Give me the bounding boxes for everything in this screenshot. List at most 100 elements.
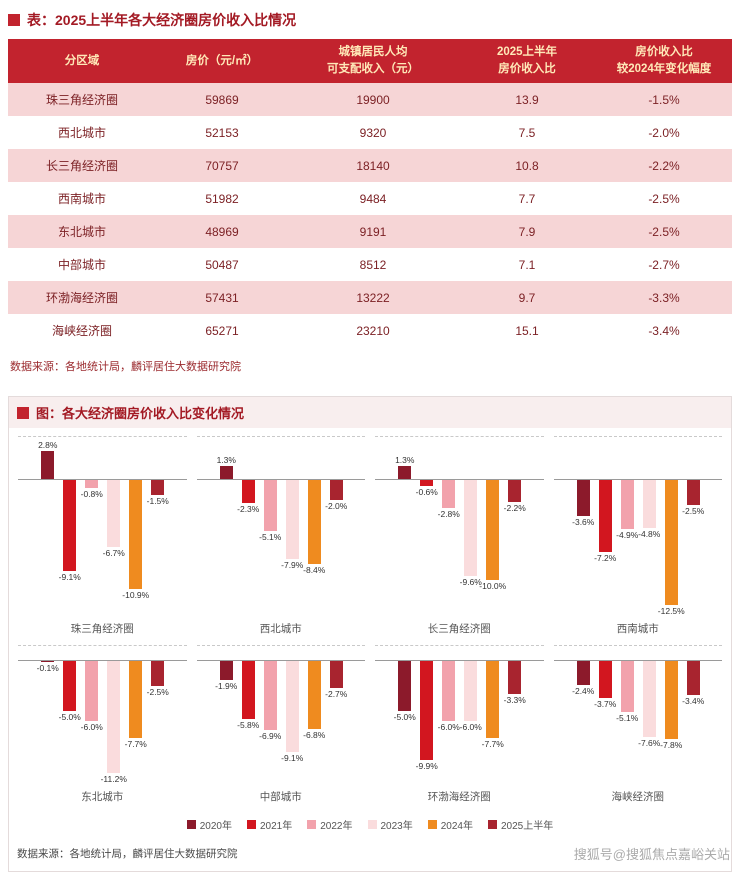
zero-axis-line xyxy=(553,479,722,480)
bar-value-label: -5.1% xyxy=(616,713,639,723)
bar-2020年 xyxy=(41,451,55,479)
bar-2022年 xyxy=(85,661,99,721)
table-cell: 50487 xyxy=(205,257,239,272)
bar-2020年 xyxy=(576,480,590,516)
watermark: 搜狐号@搜狐焦点嘉峪关站 xyxy=(573,847,730,862)
chart-section: 图：各大经济圈房价收入比变化情况 2.8% -9.1% -0.8% -6.7% -10.… xyxy=(8,396,732,872)
table-cell: 52153 xyxy=(205,125,239,140)
table-cell: 19900 xyxy=(356,92,390,107)
bar-value-label: -6.7% xyxy=(102,548,125,558)
bar-2021年 xyxy=(241,480,255,503)
legend-label: 2025上半年 xyxy=(501,821,554,832)
bar-value-label: -1.5% xyxy=(146,496,169,506)
bar-value-label: -9.9% xyxy=(415,761,438,771)
bar-cluster: -2.4% -3.7% -5.1% -7.6% -7.8% -3.4% xyxy=(572,646,704,784)
mini-chart: 2.8% -9.1% -0.8% -6.7% -10.9% -1.5% 珠三角经济圈 xyxy=(13,436,192,645)
bar-2022年 xyxy=(263,661,277,730)
red-square-bullet xyxy=(17,406,29,419)
chart-plot-area: -1.9% -5.8% -6.9% -9.1% -6.8% -2.7% xyxy=(196,645,365,784)
legend-item: 2021年 xyxy=(247,817,292,832)
legend-swatch xyxy=(247,820,256,829)
table-row: 海峡经济圈 65271 23210 15.1 -3.4% xyxy=(8,314,732,347)
table-cell: 东北城市 xyxy=(57,225,106,239)
chart-section-title: 图：各大经济圈房价收入比变化情况 xyxy=(9,397,731,428)
chart-source: 数据来源：各地统计局，麟评居住大数据研究院 xyxy=(17,848,238,860)
zero-axis-line xyxy=(196,479,365,480)
bar-value-label: -4.8% xyxy=(638,529,661,539)
bar-value-label: -8.4% xyxy=(303,565,326,575)
price-income-table: 分区域 房价（元/㎡） 城镇居民人均 可支配收入（元） 2025上半年 房价收入比 房价… xyxy=(8,39,732,347)
table-header: 分区域 房价（元/㎡） 城镇居民人均 可支配收入（元） 2025上半年 房价收入比 房价… xyxy=(8,39,732,83)
legend-swatch xyxy=(186,820,196,829)
bar-2021年 xyxy=(63,661,77,711)
bar-value-label: -0.1% xyxy=(36,663,59,673)
chart-category-label: 珠三角经济圈 xyxy=(70,623,134,635)
table-cell: -2.5% xyxy=(648,224,680,239)
zero-axis-line xyxy=(18,660,187,661)
bar-2020年 xyxy=(398,661,412,711)
bar-2020年 xyxy=(219,466,233,479)
table-cell: 9191 xyxy=(359,224,387,239)
bar-2023年 xyxy=(107,480,121,547)
bar-value-label: -0.8% xyxy=(80,489,103,499)
chart-category-label: 海峡经济圈 xyxy=(611,791,665,803)
table-header-cell: 房价（元/㎡） xyxy=(156,39,288,83)
legend-label: 2024年 xyxy=(440,821,473,832)
bar-2025上半年 xyxy=(686,480,700,505)
bar-value-label: -2.5% xyxy=(146,687,169,697)
bar-value-label: -2.3% xyxy=(237,504,260,514)
mini-chart: -3.6% -7.2% -4.9% -4.8% -12.5% -2.5% 西南城市 xyxy=(549,436,728,645)
table-cell: 13222 xyxy=(356,290,390,305)
table-cell: -2.0% xyxy=(648,125,680,140)
table-header-row: 分区域 房价（元/㎡） 城镇居民人均 可支配收入（元） 2025上半年 房价收入比 房价… xyxy=(8,39,732,83)
bar-2022年 xyxy=(620,661,634,712)
bar-2025上半年 xyxy=(329,480,343,500)
bar-2024年 xyxy=(664,661,678,739)
bar-2021年 xyxy=(241,661,255,719)
table-cell: -1.5% xyxy=(648,92,680,107)
bar-2022年 xyxy=(442,661,456,721)
bar-2023年 xyxy=(285,661,299,752)
table-cell: 10.8 xyxy=(515,158,539,173)
table-cell: 65271 xyxy=(205,323,239,338)
table-cell: -2.2% xyxy=(648,158,680,173)
table-cell: 环渤海经济圈 xyxy=(45,291,118,305)
bar-2024年 xyxy=(129,480,143,589)
bar-value-label: -7.2% xyxy=(594,553,617,563)
charts-grid: 2.8% -9.1% -0.8% -6.7% -10.9% -1.5% 珠三角经济圈 1.3%… xyxy=(9,428,731,813)
table-cell: -3.3% xyxy=(648,290,680,305)
chart-plot-area: 2.8% -9.1% -0.8% -6.7% -10.9% -1.5% xyxy=(18,436,187,616)
bar-2024年 xyxy=(486,480,500,580)
bar-value-label: -2.2% xyxy=(503,503,526,513)
bar-2020年 xyxy=(41,661,55,662)
legend-swatch xyxy=(427,820,437,829)
bar-value-label: -2.4% xyxy=(572,686,595,696)
legend-item: 2024年 xyxy=(427,817,473,832)
bar-2025上半年 xyxy=(151,480,165,495)
legend-swatch xyxy=(367,820,377,829)
bar-value-label: -0.6% xyxy=(415,487,438,497)
bar-2025上半年 xyxy=(508,480,522,502)
red-square-bullet xyxy=(8,14,20,26)
bar-2024年 xyxy=(307,480,321,564)
chart-plot-area: -0.1% -5.0% -6.0% -11.2% -7.7% -2.5% xyxy=(18,645,187,784)
table-cell: 西南城市 xyxy=(57,192,106,206)
bar-2025上半年 xyxy=(686,661,700,695)
table-cell: -2.7% xyxy=(648,257,680,272)
bar-2024年 xyxy=(307,661,321,729)
bar-2025上半年 xyxy=(151,661,165,686)
bar-2021年 xyxy=(598,480,612,552)
bar-cluster: 1.3% -2.3% -5.1% -7.9% -8.4% -2.0% xyxy=(217,437,348,616)
bar-value-label: -3.3% xyxy=(503,695,526,705)
bar-value-label: -7.9% xyxy=(281,560,304,570)
table-header-cell: 2025上半年 房价收入比 xyxy=(458,39,596,83)
table-section-title: 表：2025上半年各大经济圈房价收入比情况 xyxy=(8,10,732,30)
table-cell: 15.1 xyxy=(515,323,539,338)
table-cell: 7.1 xyxy=(518,257,536,272)
table-row: 中部城市 50487 8512 7.1 -2.7% xyxy=(8,248,732,281)
legend-item: 2022年 xyxy=(307,817,353,832)
chart-category-label: 环渤海经济圈 xyxy=(427,791,491,803)
bar-cluster: -0.1% -5.0% -6.0% -11.2% -7.7% -2.5% xyxy=(37,646,169,784)
mini-chart: 1.3% -2.3% -5.1% -7.9% -8.4% -2.0% 西北城市 xyxy=(192,436,371,645)
